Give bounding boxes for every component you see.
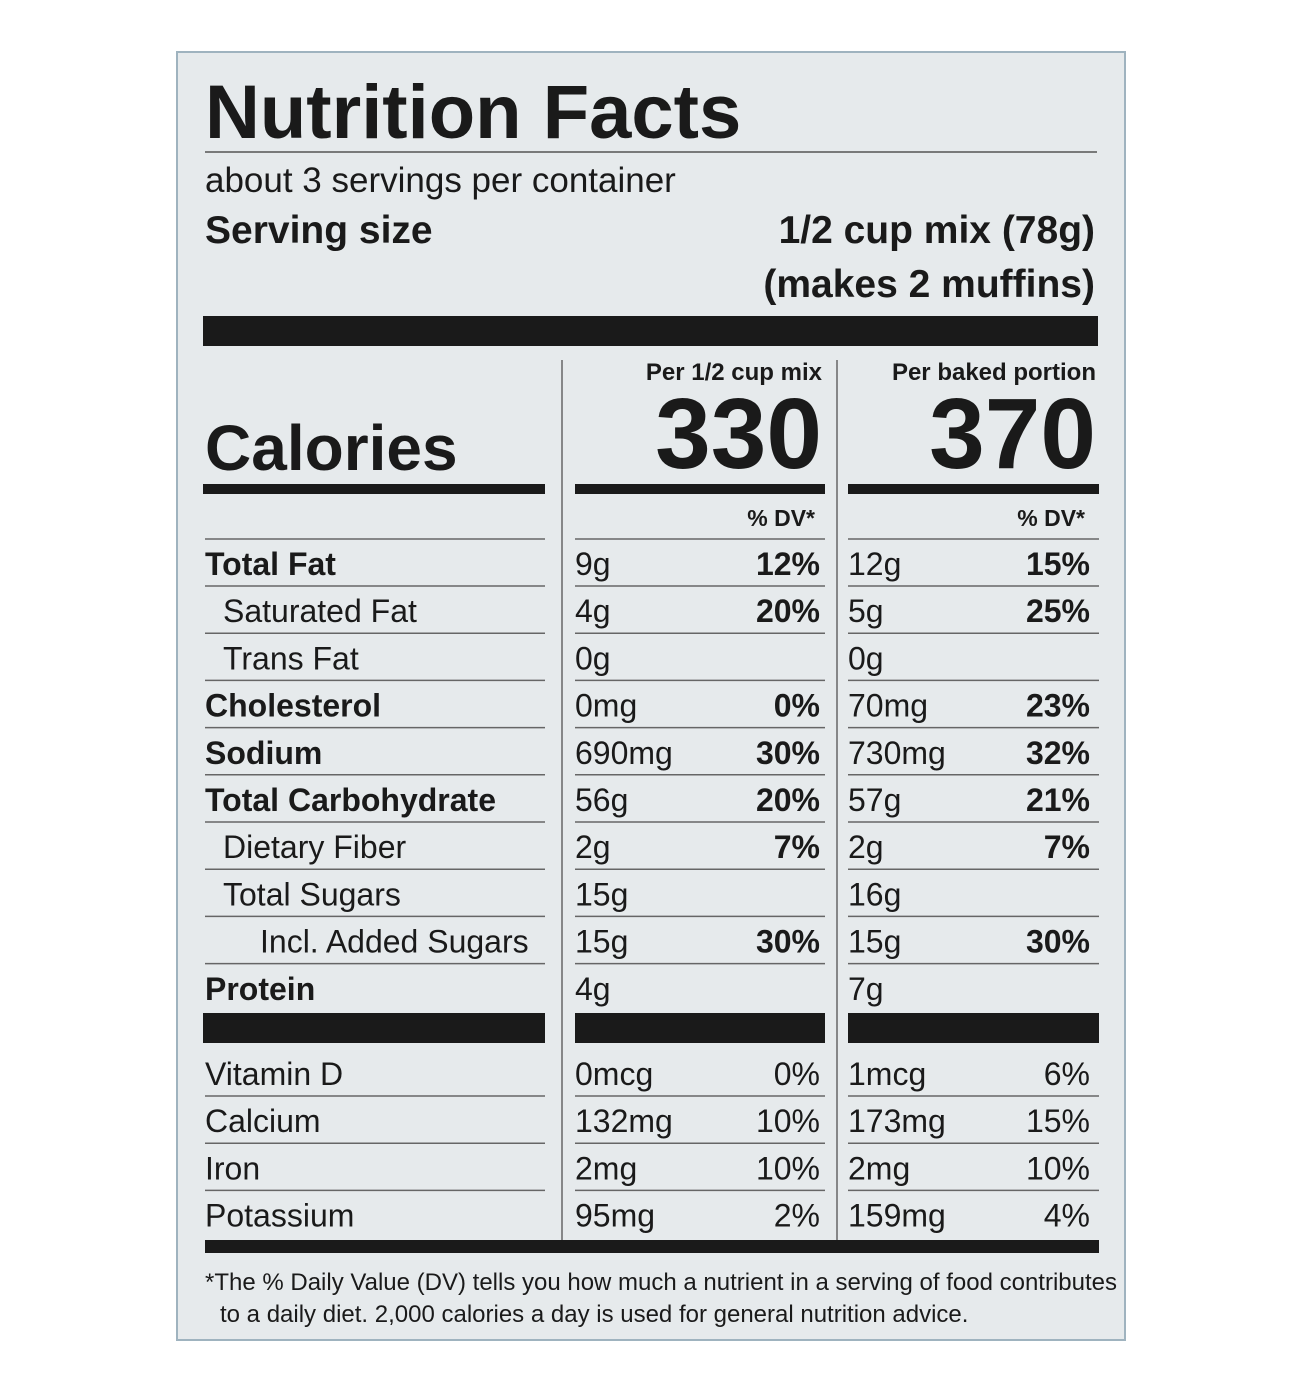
bar — [848, 1013, 1099, 1043]
bar — [203, 484, 545, 494]
amount: 7g — [848, 971, 884, 1007]
amount: 5g — [848, 593, 884, 629]
nutrient-name: Calcium — [205, 1103, 321, 1139]
daily-value: 25% — [1026, 593, 1090, 629]
amount: 2mg — [848, 1150, 910, 1186]
daily-value: 4% — [1044, 1198, 1090, 1234]
amount: 2mg — [575, 1150, 637, 1186]
nutrient-name: Trans Fat — [223, 640, 359, 676]
calories-label: Calories — [205, 412, 458, 484]
amount: 173mg — [848, 1103, 946, 1139]
amount: 12g — [848, 546, 901, 582]
amount: 95mg — [575, 1198, 655, 1234]
daily-value: 7% — [774, 829, 820, 865]
amount: 9g — [575, 546, 611, 582]
nutrient-name: Protein — [205, 971, 315, 1007]
dv-header: % DV* — [747, 505, 815, 531]
amount: 70mg — [848, 688, 928, 724]
daily-value: 20% — [756, 782, 820, 818]
daily-value: 23% — [1026, 688, 1090, 724]
amount: 0mg — [575, 688, 637, 724]
daily-value: 20% — [756, 593, 820, 629]
amount: 730mg — [848, 735, 946, 771]
amount: 132mg — [575, 1103, 673, 1139]
nutrient-name: Iron — [205, 1150, 260, 1186]
bar — [205, 1240, 1099, 1253]
footnote: *The % Daily Value (DV) tells you how mu… — [205, 1269, 1117, 1296]
daily-value: 15% — [1026, 546, 1090, 582]
daily-value: 0% — [774, 1056, 820, 1092]
serving-size-note: (makes 2 muffins) — [763, 263, 1095, 306]
daily-value: 15% — [1026, 1103, 1090, 1139]
nutrient-name: Total Fat — [205, 546, 336, 582]
daily-value: 30% — [1026, 924, 1090, 960]
amount: 0g — [848, 640, 884, 676]
daily-value: 10% — [1026, 1150, 1090, 1186]
serving-size-value: 1/2 cup mix (78g) — [779, 209, 1095, 252]
bar — [575, 1013, 825, 1043]
amount: 1mcg — [848, 1056, 926, 1092]
nutrient-name: Total Sugars — [223, 876, 401, 912]
daily-value: 30% — [756, 735, 820, 771]
amount: 2g — [848, 829, 884, 865]
daily-value: 0% — [774, 688, 820, 724]
footnote: to a daily diet. 2,000 calories a day is… — [220, 1301, 968, 1328]
daily-value: 6% — [1044, 1056, 1090, 1092]
amount: 0g — [575, 640, 611, 676]
label-panel — [176, 51, 1126, 1341]
dv-header: % DV* — [1017, 505, 1085, 531]
bar — [575, 484, 825, 494]
amount: 4g — [575, 971, 611, 1007]
nutrient-name: Incl. Added Sugars — [260, 924, 529, 960]
nutrient-name: Sodium — [205, 735, 322, 771]
daily-value: 12% — [756, 546, 820, 582]
amount: 690mg — [575, 735, 673, 771]
amount: 159mg — [848, 1198, 946, 1234]
daily-value: 30% — [756, 924, 820, 960]
amount: 15g — [848, 924, 901, 960]
amount: 4g — [575, 593, 611, 629]
amount: 2g — [575, 829, 611, 865]
nutrient-name: Vitamin D — [205, 1056, 343, 1092]
column-header: Per baked portion — [892, 359, 1096, 386]
nutrient-name: Total Carbohydrate — [205, 782, 496, 818]
serving-size-label: Serving size — [205, 209, 433, 252]
bar — [203, 1013, 545, 1043]
calories-value: 370 — [929, 378, 1096, 490]
amount: 16g — [848, 876, 901, 912]
servings: about 3 servings per container — [205, 161, 676, 200]
amount: 56g — [575, 782, 628, 818]
daily-value: 21% — [1026, 782, 1090, 818]
calories-value: 330 — [655, 378, 822, 490]
bar — [848, 484, 1099, 494]
nutrient-name: Dietary Fiber — [223, 829, 407, 865]
daily-value: 10% — [756, 1103, 820, 1139]
nutrient-name: Potassium — [205, 1198, 354, 1234]
amount: 57g — [848, 782, 901, 818]
amount: 15g — [575, 876, 628, 912]
daily-value: 2% — [774, 1198, 820, 1234]
nutrient-name: Saturated Fat — [223, 593, 417, 629]
daily-value: 10% — [756, 1150, 820, 1186]
amount: 0mcg — [575, 1056, 653, 1092]
amount: 15g — [575, 924, 628, 960]
daily-value: 7% — [1044, 829, 1090, 865]
column-header: Per 1/2 cup mix — [646, 359, 823, 386]
daily-value: 32% — [1026, 735, 1090, 771]
nutrient-name: Cholesterol — [205, 688, 381, 724]
thick-bar — [203, 316, 1098, 346]
title: Nutrition Facts — [205, 70, 741, 155]
